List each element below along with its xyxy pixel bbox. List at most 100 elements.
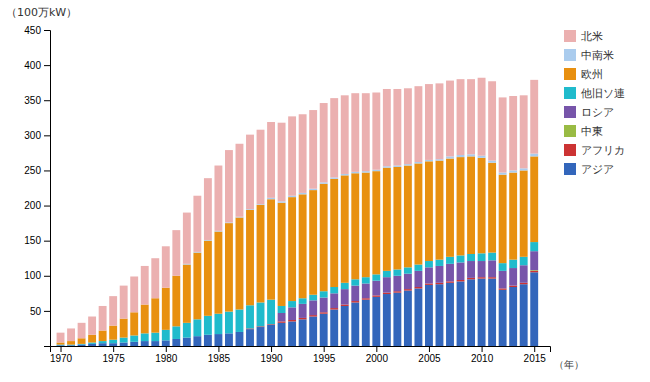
legend: 北米中南米欧州他旧ソ連ロシア中東アフリカアジア (564, 30, 625, 176)
bar (446, 156, 454, 158)
bar (372, 92, 380, 169)
tick-label: 400 (24, 60, 41, 71)
bar (78, 344, 86, 345)
bar (404, 291, 412, 346)
bar (351, 302, 359, 346)
tick-mark (534, 346, 535, 352)
bar (193, 319, 201, 336)
bar (457, 280, 465, 281)
tick-label: 200 (24, 200, 41, 211)
bar (99, 341, 107, 343)
bar (488, 279, 496, 346)
bar (404, 274, 412, 289)
bar (246, 305, 254, 328)
bar (109, 296, 117, 325)
tick: 1970 (50, 346, 73, 364)
tick: 400 (24, 60, 50, 71)
bar (509, 287, 517, 346)
series (57, 156, 539, 344)
tick: 2000 (366, 346, 389, 364)
bar (88, 343, 96, 344)
bar (162, 246, 170, 287)
bar (436, 161, 444, 260)
bar (299, 319, 307, 346)
bar (530, 251, 538, 270)
legend-label: 中南米 (581, 49, 614, 62)
bar (193, 253, 201, 320)
tick-label: 300 (24, 130, 41, 141)
tick-mark (324, 346, 325, 352)
bar (488, 163, 496, 253)
bar (404, 289, 412, 290)
bar (520, 265, 528, 283)
legend-swatch (564, 163, 576, 175)
bar (67, 345, 75, 346)
bar (204, 316, 212, 335)
bar (509, 286, 517, 287)
legend-label: 北米 (581, 30, 603, 43)
bar (341, 289, 349, 304)
bar (214, 314, 222, 334)
bar (467, 261, 475, 278)
bar (520, 168, 528, 170)
bar (172, 326, 180, 339)
bar (162, 288, 170, 330)
bar (299, 318, 307, 319)
bar (414, 288, 422, 346)
bar (225, 150, 233, 222)
bar (204, 178, 212, 240)
bar (520, 170, 528, 256)
bar (520, 257, 528, 265)
bar (120, 319, 128, 338)
bar (267, 122, 275, 198)
bar (404, 267, 412, 273)
tick: 1980 (155, 346, 178, 364)
bar (88, 317, 96, 335)
bar (246, 135, 254, 209)
bar (320, 103, 328, 182)
bar (351, 286, 359, 301)
x-axis: 1970197519801985199019952000200520102015 (50, 346, 551, 364)
bar (393, 167, 401, 270)
tick-label: 350 (24, 95, 41, 106)
y-axis: 50100150200250300350400450 (24, 25, 50, 347)
tick-label: 2000 (366, 353, 389, 364)
bar (120, 286, 128, 319)
tick-label: 2015 (524, 353, 547, 364)
bar (436, 266, 444, 283)
bar (67, 341, 75, 345)
bar (225, 312, 233, 334)
legend-item: アジア (564, 163, 614, 176)
legend-item: 北米 (564, 30, 603, 43)
tick-label: 50 (30, 306, 42, 317)
bar (520, 95, 528, 168)
bar (499, 97, 507, 172)
tick: 50 (30, 306, 50, 317)
bar (414, 162, 422, 163)
bar (446, 283, 454, 346)
bar (393, 166, 401, 167)
bar (446, 264, 454, 282)
bar (288, 197, 296, 301)
bar (478, 156, 486, 158)
bar (172, 230, 180, 276)
bar (457, 79, 465, 155)
tick-mark (166, 346, 167, 352)
bar (478, 277, 486, 278)
bar (67, 345, 75, 346)
bar (499, 263, 507, 271)
bar (288, 321, 296, 346)
bar (120, 342, 128, 346)
bar (341, 175, 349, 282)
bar (499, 271, 507, 289)
tick-mark (44, 135, 50, 136)
bar (351, 301, 359, 302)
bar (109, 343, 117, 346)
bars (57, 78, 539, 346)
bar (457, 157, 465, 255)
tick-label: 1980 (155, 353, 178, 364)
bar (414, 287, 422, 288)
tick-label: 2005 (418, 353, 441, 364)
bar (478, 78, 486, 156)
bar (183, 213, 191, 264)
